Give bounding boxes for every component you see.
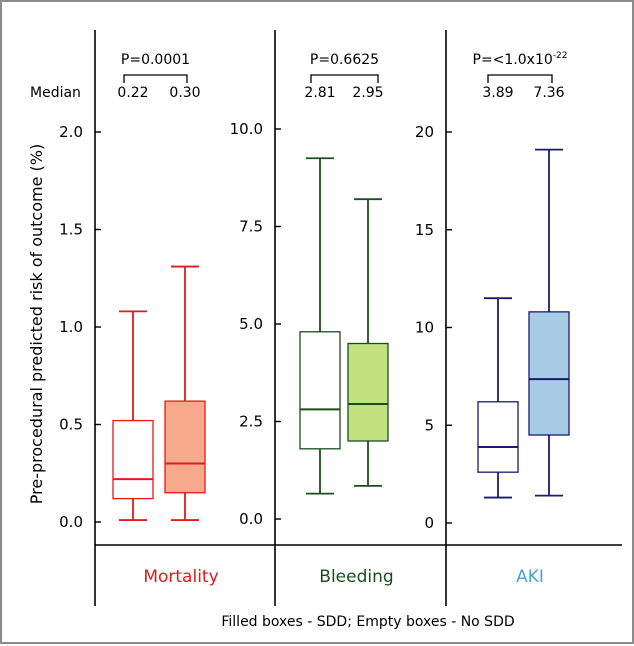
y-tick-label: 10 — [415, 319, 434, 337]
y-tick-label: 2.0 — [59, 123, 83, 141]
category-label-aki: AKI — [516, 567, 544, 587]
median-value: 2.81 — [304, 85, 335, 101]
y-tick-label: 1.0 — [59, 318, 83, 336]
median-value: 0.30 — [169, 85, 200, 101]
y-tick-label: 1.5 — [59, 221, 83, 239]
y-tick-label: 0.0 — [239, 510, 263, 528]
y-tick-label: 0.5 — [59, 416, 83, 434]
box-sdd — [347, 342, 389, 442]
p-value-bracket — [123, 74, 188, 83]
box-no-sdd — [299, 331, 341, 450]
p-value-bracket — [487, 74, 553, 83]
p-value-label: P=<1.0x10-22 — [473, 51, 568, 68]
y-tick-label: 0.0 — [59, 513, 83, 531]
panel-mortality: 0.0 0.5 1.0 1.5 2.0 P=0.0001 0.22 0.30 Mortality — [59, 52, 219, 587]
box-sdd — [528, 311, 570, 436]
box-sdd — [164, 400, 206, 494]
y-tick-label: 7.5 — [239, 218, 263, 236]
y-tick-label: 5.0 — [239, 315, 263, 333]
median-value: 7.36 — [533, 85, 564, 101]
y-tick-label: 0 — [424, 514, 434, 532]
y-tick-label: 10.0 — [230, 120, 263, 138]
p-value-bracket — [310, 74, 379, 83]
p-value-label: P=0.0001 — [121, 52, 190, 68]
y-axis-label: Pre-procedural predicted risk of outcome… — [27, 144, 46, 504]
footer-note: Filled boxes - SDD; Empty boxes - No SDD — [221, 614, 514, 630]
panel-aki: 0 5 10 15 20 P=<1.0x10-22 3.89 7.36 AKI — [415, 51, 570, 587]
box-no-sdd — [112, 419, 154, 500]
box-no-sdd — [477, 401, 519, 473]
y-tick-label: 15 — [415, 221, 434, 239]
y-tick-label: 5 — [424, 416, 434, 434]
y-tick-label: 20 — [415, 123, 434, 141]
p-value-label: P=0.6625 — [310, 52, 379, 68]
category-label-bleeding: Bleeding — [319, 567, 393, 587]
median-value: 2.95 — [352, 85, 383, 101]
y-tick-label: 2.5 — [239, 413, 263, 431]
category-label-mortality: Mortality — [143, 567, 218, 587]
p-value-exponent: -22 — [553, 51, 568, 61]
median-value: 3.89 — [482, 85, 513, 101]
median-value: 0.22 — [117, 85, 148, 101]
panel-bleeding: 0.0 2.5 5.0 7.5 10.0 P=0.6625 2.81 2.95 Bleeding — [230, 52, 394, 587]
median-label: Median — [30, 85, 81, 101]
